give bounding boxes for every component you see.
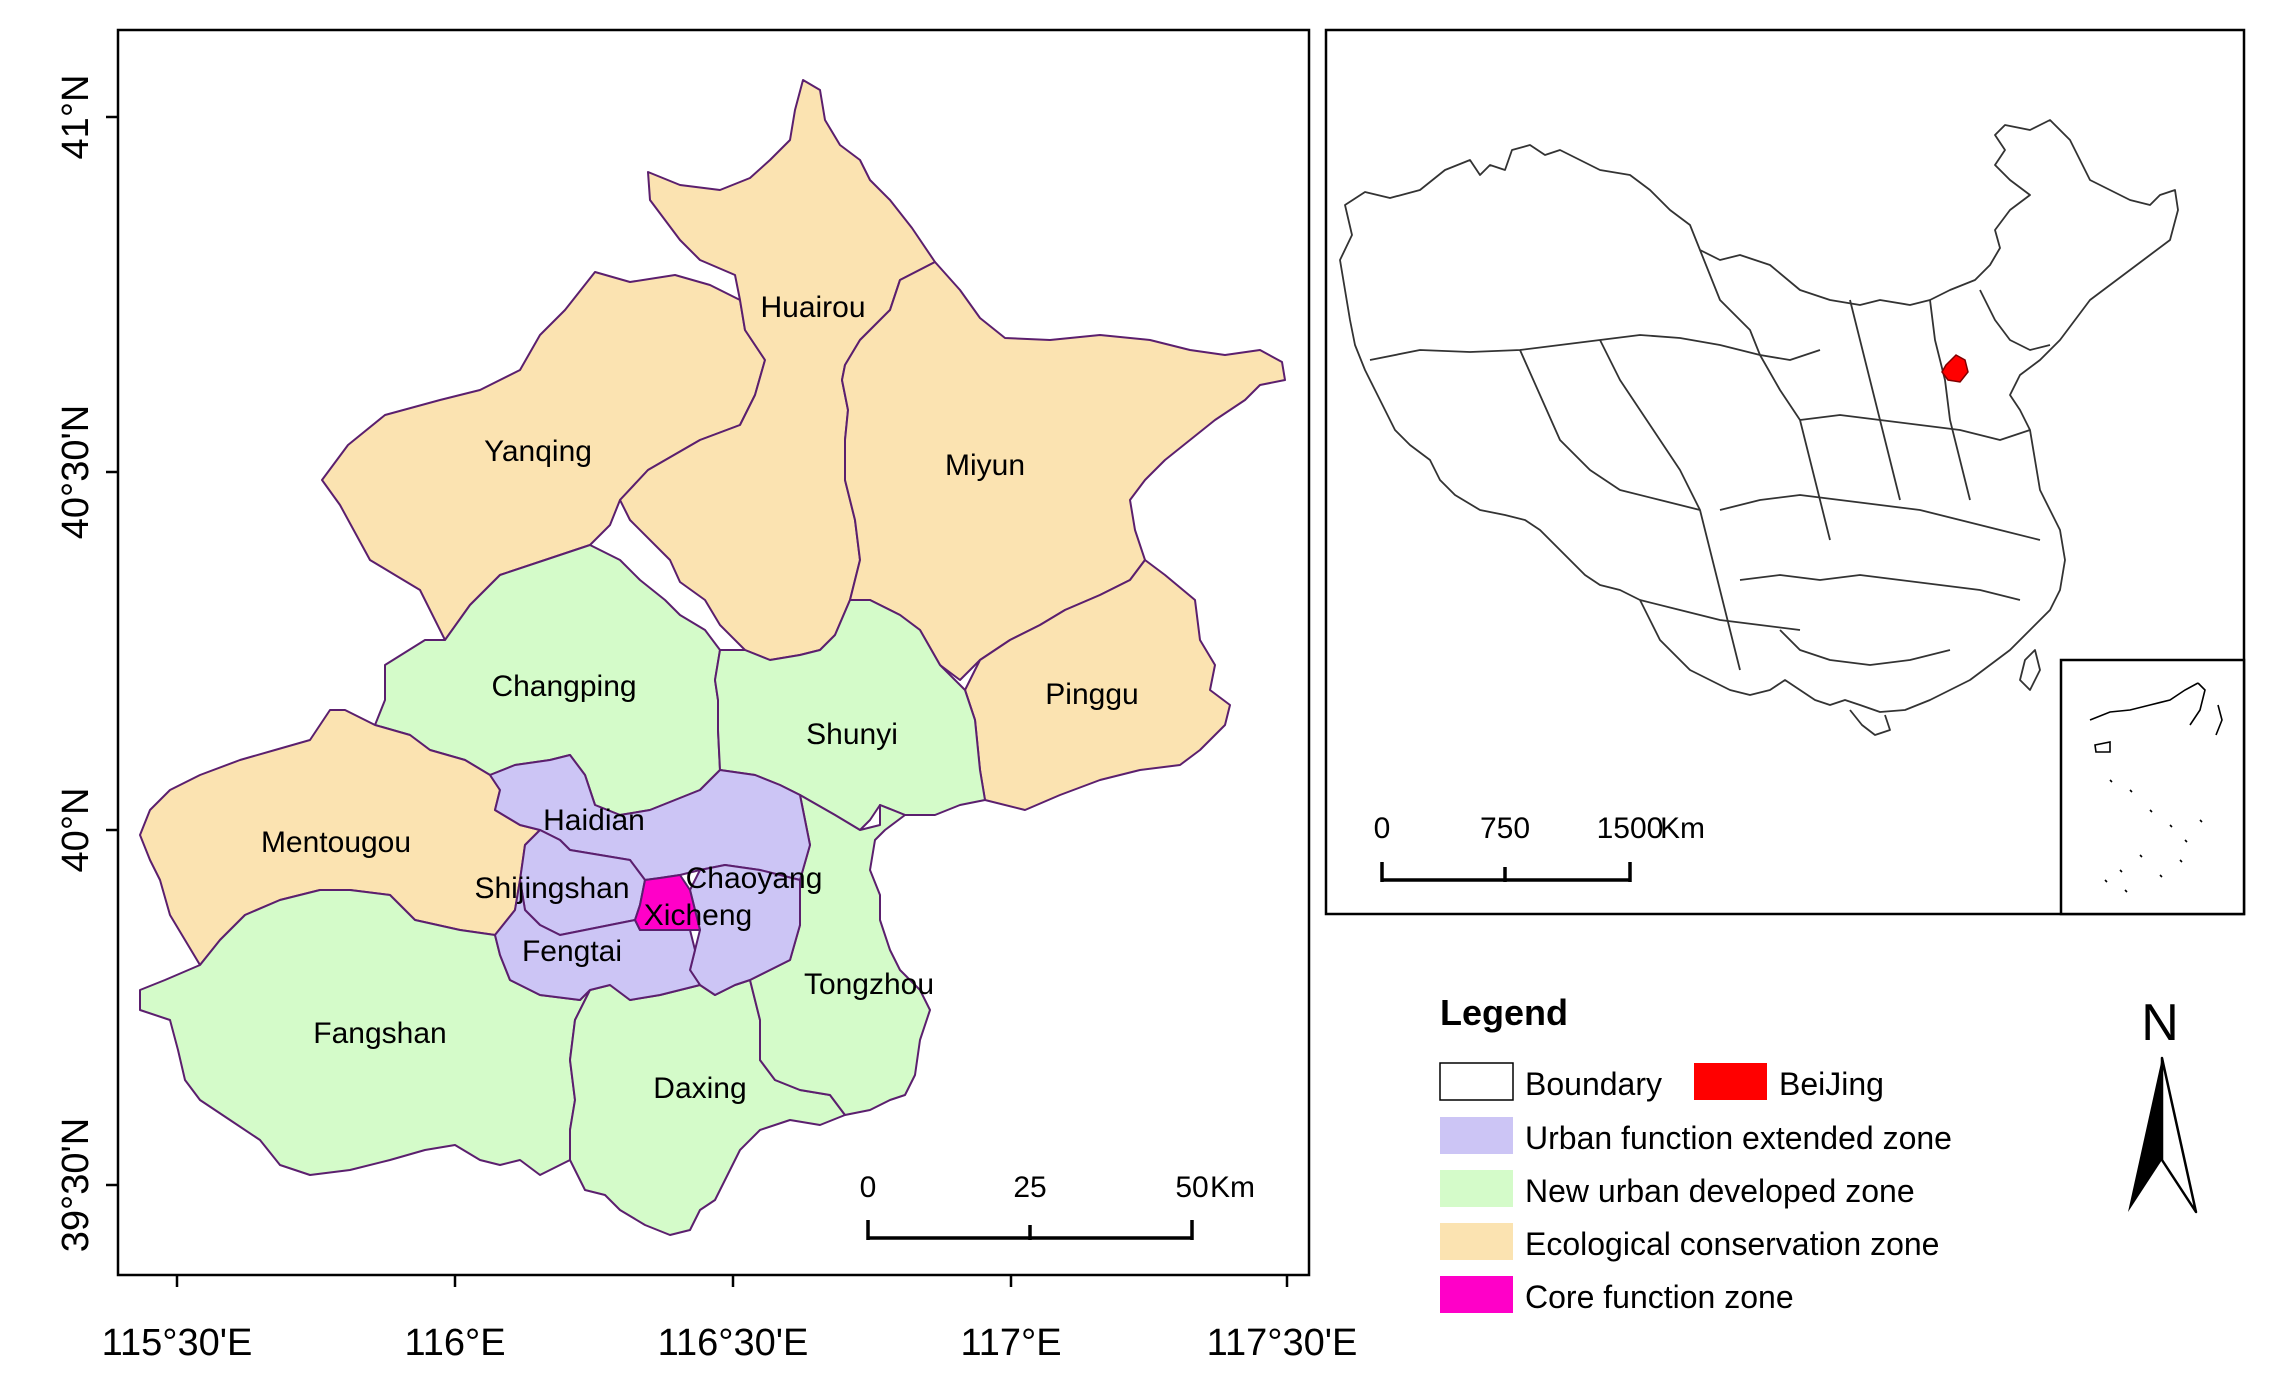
label-daxing: Daxing <box>653 1072 746 1105</box>
district-labels: Yanqing Huairou Miyun Pinggu Mentougou C… <box>261 291 1139 1105</box>
latitude-labels: 41°N 40°30'N 40°N 39°30'N <box>55 75 97 1253</box>
legend-label-new-urban: New urban developed zone <box>1525 1173 1915 1209</box>
district-polygons <box>139 79 1286 1236</box>
label-tongzhou: Tongzhou <box>804 968 934 1001</box>
inset-scale-tick-1500: 1500 <box>1597 812 1664 845</box>
inset-scale-tick-750: 750 <box>1480 812 1530 845</box>
legend-swatch-ecological <box>1440 1223 1513 1260</box>
label-mentougou: Mentougou <box>261 826 411 859</box>
main-scale-bar: 0 25 50 Km <box>860 1171 1255 1240</box>
south-china-sea-inset <box>2059 658 2246 916</box>
longitude-labels: 115°30'E 116°E 116°30'E 117°E 117°30'E <box>102 1322 1358 1364</box>
label-fengtai: Fengtai <box>522 935 622 968</box>
lon-label-116-30: 116°30'E <box>658 1322 809 1364</box>
legend-label-urban-extended: Urban function extended zone <box>1525 1120 1952 1156</box>
main-scale-tick-0: 0 <box>860 1171 877 1204</box>
legend-swatch-beijing <box>1694 1063 1767 1100</box>
legend-title: Legend <box>1440 992 1568 1033</box>
longitude-axis <box>175 1275 1289 1287</box>
label-haidian: Haidian <box>543 804 645 837</box>
main-scale-unit: Km <box>1210 1171 1255 1204</box>
lon-label-117: 117°E <box>960 1322 1061 1364</box>
label-shunyi: Shunyi <box>806 718 898 751</box>
main-scale-tick-50: 50 <box>1175 1171 1208 1204</box>
legend-label-boundary: Boundary <box>1525 1066 1662 1102</box>
legend-label-beijing: BeiJing <box>1779 1066 1884 1102</box>
latitude-axis <box>106 115 118 1187</box>
china-outline <box>1339 119 2179 736</box>
main-scale-tick-25: 25 <box>1013 1171 1046 1204</box>
legend-swatch-boundary <box>1439 1062 1514 1101</box>
legend-swatch-urban-extended <box>1440 1117 1513 1154</box>
lon-label-115-30: 115°30'E <box>102 1322 253 1364</box>
lat-label-39-30: 39°30'N <box>55 1118 97 1252</box>
label-changping: Changping <box>491 670 636 703</box>
label-miyun: Miyun <box>945 449 1025 482</box>
inset-scale-tick-0: 0 <box>1374 812 1391 845</box>
label-pinggu: Pinggu <box>1045 678 1138 711</box>
label-chaoyang: Chaoyang <box>686 862 823 895</box>
lat-label-40-30: 40°30'N <box>55 405 97 539</box>
north-arrow-icon <box>2128 1058 2162 1212</box>
lon-label-116: 116°E <box>404 1322 505 1364</box>
lat-label-41: 41°N <box>55 75 97 160</box>
legend-label-ecological: Ecological conservation zone <box>1525 1226 1939 1262</box>
legend-swatch-new-urban <box>1440 1170 1513 1207</box>
lon-label-117-30: 117°30'E <box>1207 1322 1358 1364</box>
north-arrow: N <box>2128 994 2198 1214</box>
district-fangshan[interactable] <box>139 889 591 1176</box>
label-yanqing: Yanqing <box>484 435 592 468</box>
label-shijingshan: Shijingshan <box>474 872 629 905</box>
label-huairou: Huairou <box>760 291 865 324</box>
inset-scale-unit: Km <box>1660 812 1705 845</box>
legend-swatch-core <box>1440 1276 1513 1313</box>
district-fengtai[interactable] <box>494 879 701 1001</box>
label-xicheng: Xicheng <box>644 899 752 932</box>
inset-scale-bar: 0 750 1500 Km <box>1374 812 1705 882</box>
label-fangshan: Fangshan <box>313 1017 446 1050</box>
lat-label-40: 40°N <box>55 788 97 873</box>
district-xicheng[interactable] <box>634 874 701 931</box>
legend-label-core: Core function zone <box>1525 1279 1794 1315</box>
legend: Legend Boundary BeiJing Urban function e… <box>1439 992 1952 1315</box>
district-pinggu[interactable] <box>964 559 1231 811</box>
inset-beijing-highlight <box>1941 354 1969 383</box>
north-label: N <box>2141 994 2179 1052</box>
south-china-sea-islands <box>2089 682 2223 893</box>
